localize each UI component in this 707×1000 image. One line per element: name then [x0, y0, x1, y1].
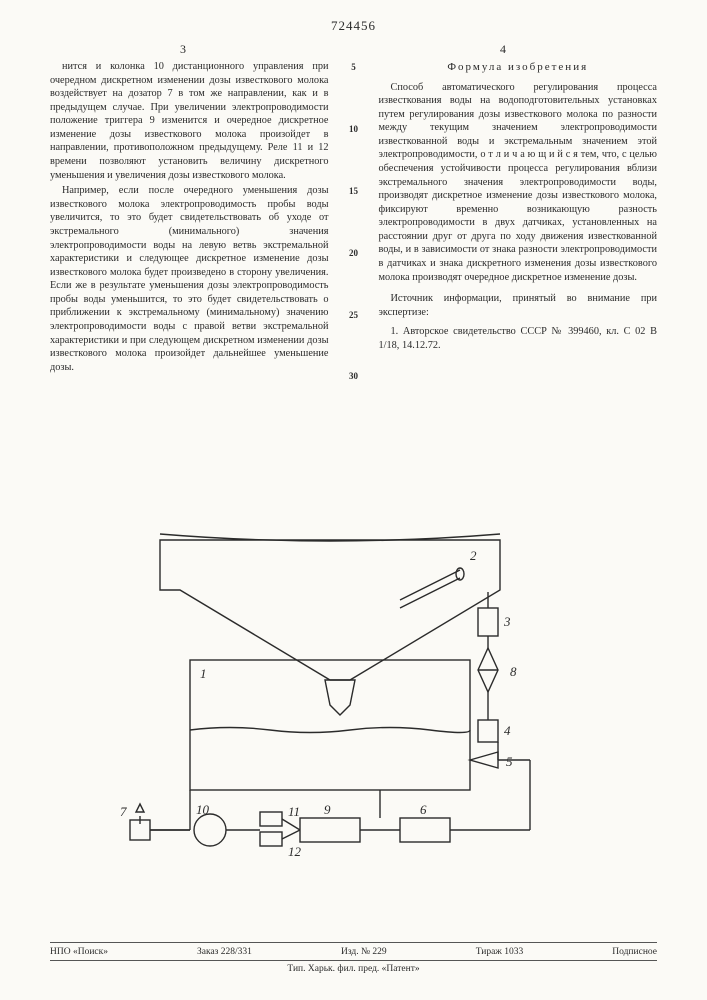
right-p1: Способ автоматического регулирования про… — [379, 81, 658, 285]
footer-typo: Тип. Харьк. фил. пред. «Патент» — [50, 960, 657, 974]
ln: 20 — [349, 248, 358, 260]
lbl-8: 8 — [510, 664, 517, 679]
ln: 15 — [349, 186, 358, 198]
footer-order: Заказ 228/331 — [197, 947, 252, 957]
lbl-2: 2 — [470, 548, 477, 563]
footer-izd: Изд. № 229 — [341, 947, 387, 957]
lbl-11: 11 — [288, 804, 300, 819]
footer: НПО «Поиск» Заказ 228/331 Изд. № 229 Тир… — [50, 942, 657, 974]
ln: 10 — [349, 124, 358, 136]
col-number-left: 3 — [180, 42, 186, 57]
right-column: Формула изобретения Способ автоматическо… — [379, 60, 658, 383]
line-number-gutter: 5 10 15 20 25 30 — [347, 60, 361, 383]
ln: 25 — [349, 310, 358, 322]
ln: 30 — [349, 371, 358, 383]
right-p3: 1. Авторское свидетельство СССР № 399460… — [379, 325, 658, 352]
lbl-6: 6 — [420, 802, 427, 817]
lbl-5: 5 — [506, 754, 513, 769]
ln: 5 — [351, 62, 356, 74]
lbl-10: 10 — [196, 802, 210, 817]
lbl-7: 7 — [120, 804, 127, 819]
schematic-diagram: 2 1 3 8 4 5 7 10 11 12 9 6 — [100, 530, 590, 900]
right-p2: Источник информации, принятый во внимани… — [379, 292, 658, 319]
formula-title: Формула изобретения — [379, 60, 658, 75]
lbl-3: 3 — [503, 614, 511, 629]
footer-tirazh: Тираж 1033 — [476, 947, 524, 957]
lbl-12: 12 — [288, 844, 302, 859]
left-p1: нится и колонка 10 дистанционного управл… — [50, 60, 329, 182]
lbl-9: 9 — [324, 802, 331, 817]
footer-sub: Подписное — [612, 947, 657, 957]
footer-row: НПО «Поиск» Заказ 228/331 Изд. № 229 Тир… — [50, 947, 657, 957]
patent-number: 724456 — [331, 18, 376, 34]
left-column: нится и колонка 10 дистанционного управл… — [50, 60, 329, 383]
col-number-right: 4 — [500, 42, 506, 57]
footer-org: НПО «Поиск» — [50, 947, 108, 957]
left-p2: Например, если после очередного уменьшен… — [50, 184, 329, 374]
text-columns: нится и колонка 10 дистанционного управл… — [50, 60, 657, 383]
lbl-4: 4 — [504, 723, 511, 738]
diagram-svg: 2 1 3 8 4 5 7 10 11 12 9 6 — [100, 530, 590, 900]
page: 724456 3 4 нится и колонка 10 дистанцион… — [0, 0, 707, 1000]
lbl-1: 1 — [200, 666, 207, 681]
